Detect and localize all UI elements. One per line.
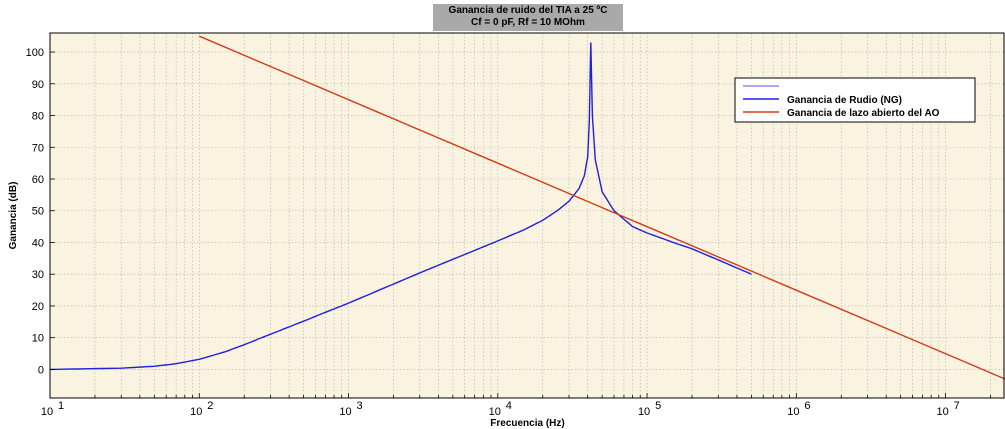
y-tick-label: 50	[32, 206, 44, 218]
x-axis-label: Frecuencia (Hz)	[490, 418, 564, 429]
x-tick-exponent: 5	[655, 400, 661, 412]
x-tick-label: 10	[41, 406, 53, 418]
x-tick-label: 10	[787, 406, 799, 418]
y-tick-label: 80	[32, 111, 44, 123]
y-tick-label: 10	[32, 333, 44, 345]
y-axis-label: Ganancia (dB)	[8, 182, 19, 250]
y-tick-label: 0	[38, 364, 44, 376]
legend-entry: Ganancia de lazo abierto del AO	[787, 108, 940, 119]
x-tick-exponent: 2	[207, 400, 213, 412]
y-tick-label: 90	[32, 79, 44, 91]
x-tick-exponent: 3	[357, 400, 363, 412]
y-tick-label: 60	[32, 174, 44, 186]
x-tick-label: 10	[936, 406, 948, 418]
y-tick-label: 20	[32, 301, 44, 313]
legend: Ganancia de Rudio (NG) Ganancia de lazo a…	[735, 78, 975, 122]
x-tick-label: 10	[638, 406, 650, 418]
y-tick-label: 30	[32, 269, 44, 281]
x-tick-exponent: 1	[58, 400, 64, 412]
y-tick-label: 70	[32, 142, 44, 154]
x-tick-exponent: 7	[954, 400, 960, 412]
x-tick-exponent: 6	[804, 400, 810, 412]
y-tick-label: 100	[26, 47, 44, 59]
x-tick-label: 10	[339, 406, 351, 418]
x-tick-label: 10	[190, 406, 202, 418]
y-tick-label: 40	[32, 237, 44, 249]
x-tick-exponent: 4	[506, 400, 512, 412]
x-tick-label: 10	[489, 406, 501, 418]
legend-entry: Ganancia de Rudio (NG)	[787, 95, 902, 106]
